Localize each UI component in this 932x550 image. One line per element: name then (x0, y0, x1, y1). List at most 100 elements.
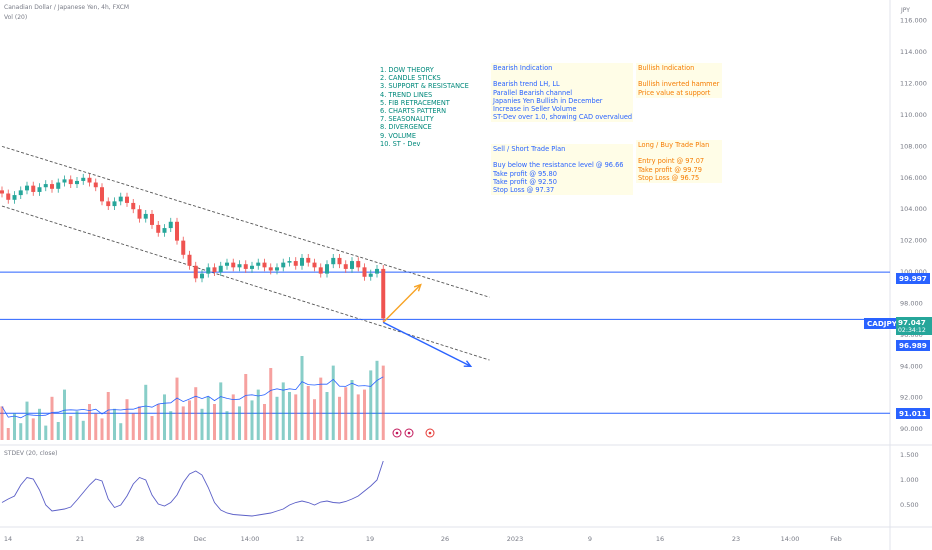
volume-bar (319, 377, 323, 440)
chart-title: Canadian Dollar / Japanese Yen, 4h, FXCM (4, 4, 130, 11)
time-axis-tick: 14:00 (241, 535, 260, 543)
time-axis-tick: 23 (732, 535, 740, 543)
volume-bar (156, 404, 160, 440)
volume-bar (188, 400, 191, 440)
candle-body (268, 267, 273, 271)
candle-body (150, 213, 154, 225)
bearish-line: Increase in Seller Volume (493, 105, 577, 114)
price-axis-tick: 112.000 (900, 80, 927, 88)
time-axis-tick: 2023 (507, 535, 524, 543)
candle-body (81, 177, 86, 181)
candle-body (87, 177, 92, 183)
candle-body (293, 261, 298, 266)
volume-bar (75, 411, 79, 440)
candle-body (112, 201, 117, 207)
candle-body (100, 187, 104, 202)
time-axis-tick: 28 (136, 535, 144, 543)
candle-body (362, 267, 367, 277)
candle-body (368, 273, 373, 277)
volume-bar (294, 394, 298, 440)
time-axis-tick: 14:00 (781, 535, 800, 543)
volume-bar (0, 406, 4, 440)
bearish-line: Japanies Yen Bullish in December (493, 96, 603, 105)
current-price: 97.047 (898, 318, 926, 327)
volume-bar (375, 360, 379, 440)
price-axis-tick: 100.000 (900, 268, 927, 276)
candle-body (212, 267, 217, 273)
volume-bar (194, 387, 198, 440)
price-axis-tick: 106.000 (900, 174, 927, 182)
buy-title: Long / Buy Trade Plan (638, 141, 710, 149)
volume-bar (63, 389, 66, 440)
time-axis-tick: 26 (441, 535, 449, 543)
resistance-price-tag: 99.997 (896, 273, 930, 284)
sell-line: Take profit @ 95.80 (493, 169, 557, 178)
volume-bar (88, 404, 91, 440)
volume-bar (300, 356, 304, 440)
candle-body (50, 184, 54, 189)
checklist-item: 5. FIB RETRACEMENT (380, 98, 450, 107)
symbol-tag[interactable]: CADJPY (864, 318, 900, 329)
candle-body (6, 193, 11, 200)
bearish-arrow (382, 321, 472, 367)
volume-bar (106, 392, 110, 440)
buy-line: Stop Loss @ 96.75 (638, 173, 700, 182)
candle-body (12, 195, 17, 200)
indicator-axis-tick: 1.500 (900, 451, 919, 459)
price-axis-tick: 94.000 (900, 362, 923, 370)
candle-body (250, 265, 254, 269)
candle-body (175, 221, 179, 241)
time-axis-tick: Feb (830, 535, 842, 543)
volume-bar (356, 394, 360, 440)
candle-body (18, 190, 23, 196)
price-axis-tick: 102.000 (900, 237, 927, 245)
volume-bar (206, 396, 210, 440)
candle-body (162, 228, 167, 233)
analysis-checklist: 1. DOW THEORY 2. CANDLE STICKS 3. SUPPORT … (380, 66, 469, 148)
channel-upper-line (1, 145, 490, 298)
price-axis-tick: 108.000 (900, 142, 927, 150)
volume-bar (169, 411, 173, 440)
candle-body (318, 267, 323, 274)
sell-line: Buy below the resistance level @ 96.66 (493, 161, 624, 170)
candle-body (31, 185, 36, 192)
price-axis-tick: 114.000 (900, 48, 927, 56)
volume-bar (369, 370, 373, 440)
candle-body (243, 264, 248, 269)
candle-body (300, 257, 304, 266)
time-axis-tick: 19 (366, 535, 374, 543)
volume-bar (231, 394, 235, 440)
volume-bar (381, 365, 385, 440)
checklist-item: 4. TREND LINES (380, 90, 433, 99)
candle-body (168, 221, 173, 229)
buy-line: Take profit @ 99.79 (638, 165, 702, 174)
sell-title: Sell / Short Trade Plan (493, 145, 566, 153)
candle-body (375, 268, 379, 274)
checklist-item: 8. DIVERGENCE (380, 123, 432, 132)
candle-body (106, 201, 111, 207)
time-axis-tick: 21 (76, 535, 84, 543)
volume-bar (6, 428, 10, 440)
candle-body (331, 257, 336, 265)
time-axis-tick: Dec (194, 535, 207, 543)
candle-body (356, 261, 361, 268)
volume-bar (125, 399, 129, 440)
checklist-item: 2. CANDLE STICKS (380, 74, 441, 83)
price-axis-tick: 90.000 (900, 425, 923, 433)
volume-bar (331, 365, 335, 440)
checklist-item: 1. DOW THEORY (380, 66, 434, 74)
candle-body (381, 268, 386, 319)
volume-bar (325, 392, 329, 440)
indicator-axis-tick: 1.000 (900, 476, 919, 484)
volume-bar (119, 423, 123, 440)
candle-body (43, 184, 48, 188)
volume-bar (263, 404, 266, 440)
checklist-item: 7. SEASONALITY (380, 115, 434, 124)
candle-body (218, 265, 223, 273)
price-axis-tick: 116.000 (900, 17, 927, 25)
volume-bar (131, 413, 135, 440)
candle-body (281, 262, 286, 268)
volume-bar (306, 386, 310, 440)
volume-bar (281, 382, 285, 440)
